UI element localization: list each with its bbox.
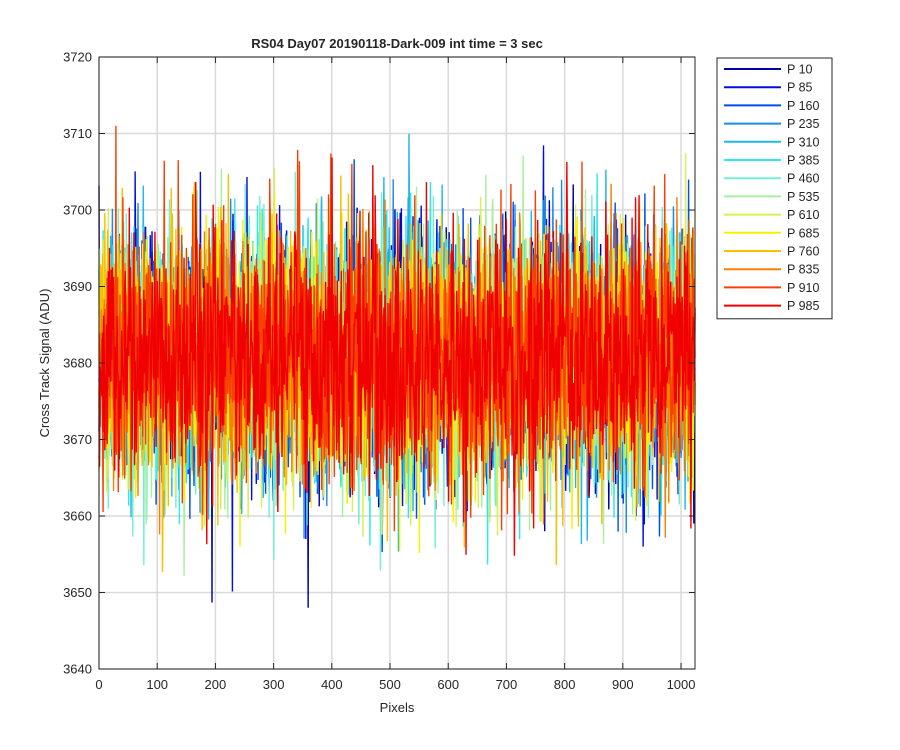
x-tick-label: 300 <box>263 677 285 692</box>
y-tick-label: 3670 <box>63 432 92 447</box>
legend-label: P 85 <box>787 81 813 95</box>
x-axis: 0 100 200 300 400 500 600 700 800 900 1000 <box>95 57 695 692</box>
legend-label: P 835 <box>787 263 819 277</box>
x-tick-label: 0 <box>95 677 102 692</box>
y-tick-label: 3640 <box>63 662 92 677</box>
legend-label: P 10 <box>787 63 813 77</box>
y-tick-label: 3660 <box>63 509 92 524</box>
y-tick-label: 3700 <box>63 203 92 218</box>
x-tick-label: 700 <box>496 677 518 692</box>
x-tick-label: 600 <box>437 677 459 692</box>
series-line-p985 <box>98 157 696 556</box>
legend-label: P 760 <box>787 245 819 259</box>
y-tick-label: 3710 <box>63 126 92 141</box>
y-tick-label: 3690 <box>63 279 92 294</box>
x-tick-label: 400 <box>321 677 343 692</box>
y-axis: 3640 3650 3660 3670 3680 3690 3700 3710 3720 <box>63 50 695 677</box>
legend-label: P 235 <box>787 117 819 131</box>
y-tick-label: 3680 <box>63 356 92 371</box>
x-tick-label: 900 <box>612 677 634 692</box>
legend-label: P 685 <box>787 226 819 240</box>
x-tick-label: 800 <box>554 677 576 692</box>
x-tick-label: 200 <box>205 677 227 692</box>
legend-label: P 910 <box>787 281 819 295</box>
legend-label: P 385 <box>787 154 819 168</box>
legend-label: P 310 <box>787 135 819 149</box>
legend-label: P 160 <box>787 99 819 113</box>
series-lines <box>98 125 696 608</box>
y-tick-label: 3650 <box>63 585 92 600</box>
legend-box <box>716 57 833 320</box>
legend-label: P 460 <box>787 172 819 186</box>
legend-label: P 535 <box>787 190 819 204</box>
y-tick-label: 3720 <box>63 50 92 65</box>
y-axis-label: Cross Track Signal (ADU) <box>37 289 52 438</box>
chart-title: RS04 Day07 20190118-Dark-009 int time = … <box>251 36 543 51</box>
x-tick-label: 100 <box>146 677 168 692</box>
legend-label: P 985 <box>787 299 819 313</box>
legend-label: P 610 <box>787 208 819 222</box>
x-tick-label: 500 <box>379 677 401 692</box>
x-tick-label: 1000 <box>667 677 696 692</box>
x-axis-label: Pixels <box>380 700 415 715</box>
legend: P 10 P 85 P 160 P 235 P 310 P 385 P 460 P 535 P … <box>716 57 833 320</box>
